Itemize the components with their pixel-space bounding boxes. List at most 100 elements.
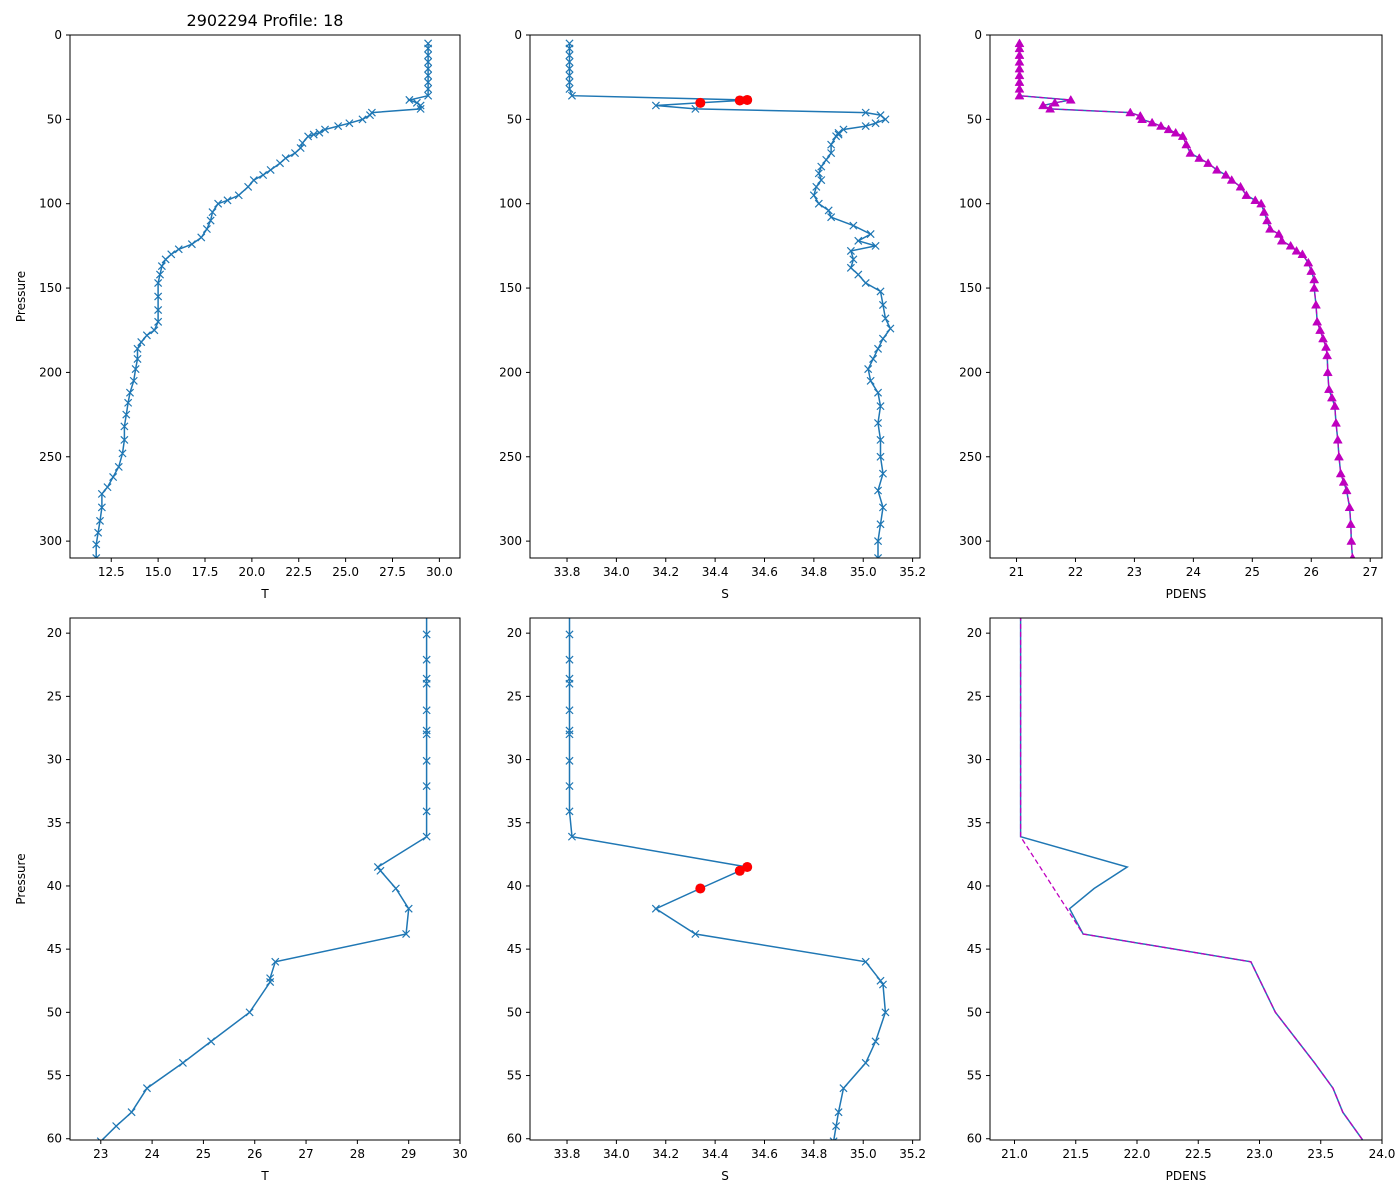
data-point-marker <box>878 334 887 343</box>
data-point-marker <box>878 300 887 309</box>
plot-area <box>1014 38 1357 558</box>
axes-frame <box>69 34 461 559</box>
x-tick-label: 34.4 <box>702 1147 729 1161</box>
y-tick-label: 30 <box>967 753 982 767</box>
x-tick-label: 24.0 <box>1369 1147 1396 1161</box>
data-point-marker <box>142 1084 151 1093</box>
data-point-marker <box>223 196 232 205</box>
y-tick-label: 60 <box>967 1132 982 1146</box>
data-point-marker <box>565 57 574 67</box>
data-point-marker <box>809 191 818 200</box>
panel-bottom-middle: 33.8 34.0 34.2 34.4 34.6 34.8 35.0 35.2 20 25 30 35… <box>507 617 926 1183</box>
x-axis-label: PDENS <box>1166 1169 1207 1183</box>
data-point-marker <box>137 338 146 347</box>
y-tick-label: 50 <box>47 1005 62 1019</box>
data-point-marker <box>120 422 129 431</box>
data-point-marker <box>422 782 431 791</box>
data-point-marker <box>881 115 890 124</box>
data-point-marker <box>565 706 574 715</box>
plot-area <box>1019 618 1364 1140</box>
data-point-marker <box>567 91 576 100</box>
y-tick-label: 35 <box>47 816 62 830</box>
y-tick-label: 55 <box>47 1069 62 1083</box>
data-point-marker <box>817 176 826 185</box>
data-point-marker <box>95 516 105 525</box>
data-point-marker <box>565 630 574 639</box>
plots-container: 12.5 15.0 17.5 20.0 22.5 25.0 27.5 30.0 0 50 100 15… <box>14 28 1395 1183</box>
data-point-marker <box>122 410 131 419</box>
data-point-marker <box>876 976 885 985</box>
panel-bottom-right: 21.0 21.5 22.0 22.5 23.0 23.5 24.0 20 25 30 35 40 45… <box>967 617 1396 1183</box>
panel-bottom-left: 23 24 25 26 27 28 29 30 20 25 30 35 40 45 50 55 60 T Press… <box>14 617 468 1183</box>
figure-title: 2902294 Profile: 18 <box>187 11 344 30</box>
y-tick-label: 100 <box>959 197 982 211</box>
data-point-marker <box>125 388 135 397</box>
data-point-triangle <box>1049 97 1060 107</box>
data-point-triangle <box>1273 229 1284 238</box>
data-point-marker <box>187 240 196 249</box>
data-point-marker <box>422 726 431 735</box>
data-point-marker <box>422 630 431 639</box>
data-point-marker <box>565 655 574 664</box>
data-point-marker <box>832 132 841 141</box>
data-point-marker <box>861 1058 870 1067</box>
data-point-triangle <box>1335 468 1346 478</box>
data-point-marker <box>133 354 142 363</box>
y-tick-label: 0 <box>514 28 522 42</box>
y-axis-label: Pressure <box>14 271 28 322</box>
data-point-marker <box>114 462 123 471</box>
data-point-marker <box>376 866 385 875</box>
x-tick-label: 34.4 <box>702 565 729 579</box>
series-line-pdens <box>1018 43 1354 558</box>
data-point-marker <box>565 64 574 73</box>
data-point-marker <box>874 486 883 495</box>
x-tick-label: 23.5 <box>1307 1147 1334 1161</box>
data-point-marker <box>817 162 826 171</box>
x-tick-label: 12.5 <box>98 565 125 579</box>
data-point-marker <box>131 365 140 374</box>
data-point-marker <box>874 419 883 428</box>
x-tick-label: 23 <box>93 1147 108 1161</box>
y-tick-label: 30 <box>47 753 62 767</box>
data-point-marker <box>112 1122 121 1131</box>
data-point-marker <box>861 957 870 966</box>
y-tick-label: 45 <box>507 942 522 956</box>
x-tick-label: 23.0 <box>1246 1147 1273 1161</box>
plot-area <box>565 39 895 558</box>
x-tick-label: 21.0 <box>1001 1147 1028 1161</box>
y-axis-label: Pressure <box>14 853 28 904</box>
data-point-marker <box>691 929 700 939</box>
x-tick-label: 24 <box>1186 565 1201 579</box>
data-point-marker <box>266 165 275 174</box>
y-tick-label: 250 <box>499 450 522 464</box>
y-tick-label: 45 <box>967 942 982 956</box>
x-tick-label: 22.5 <box>285 565 312 579</box>
data-point-marker <box>129 376 138 385</box>
data-point-marker <box>824 206 833 215</box>
y-tick-label: 45 <box>47 942 62 956</box>
y-tick-label: 25 <box>47 689 62 703</box>
data-point-marker <box>878 980 887 989</box>
y-tick-label: 40 <box>47 879 62 893</box>
x-tick-label: 29 <box>401 1147 416 1161</box>
data-point-marker <box>822 155 831 164</box>
y-tick-label: 50 <box>47 112 62 126</box>
data-point-marker <box>651 904 660 913</box>
data-point-marker <box>424 91 433 100</box>
data-point-marker <box>334 122 343 131</box>
flagged-point <box>742 94 753 105</box>
data-point-marker <box>832 1122 841 1131</box>
y-tick-label: 40 <box>967 879 982 893</box>
x-tick-label: 34.8 <box>801 565 828 579</box>
data-point-marker <box>814 169 823 178</box>
y-tick-label: 250 <box>39 450 62 464</box>
data-point-marker <box>567 832 576 841</box>
x-axis-label: S <box>721 587 729 601</box>
data-point-marker <box>565 44 574 53</box>
data-point-marker <box>422 756 431 765</box>
x-tick-label: 34.0 <box>603 1147 630 1161</box>
flagged-point <box>695 883 706 894</box>
data-point-marker <box>846 246 855 255</box>
